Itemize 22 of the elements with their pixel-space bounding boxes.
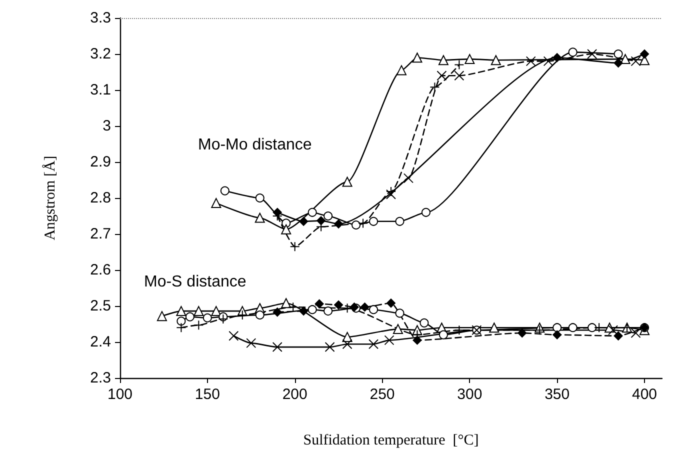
y-tick-label: 3 (102, 118, 111, 134)
y-tick-label: 3.1 (90, 82, 111, 98)
y-tick-label: 2.9 (90, 154, 111, 170)
x-tick-label: 150 (194, 386, 220, 403)
y-tick-label: 2.3 (90, 370, 111, 386)
x-tick-label: 200 (282, 386, 308, 403)
annotation: Mo-Mo distance (198, 136, 312, 154)
y-tick-label: 2.7 (90, 226, 111, 242)
y-tick-label: 2.6 (90, 262, 111, 278)
x-tick-label: 400 (632, 386, 658, 403)
y-axis-title: Angstrom [Å] (42, 156, 58, 240)
x-tick-label: 100 (107, 386, 133, 403)
y-tick-label: 2.8 (90, 190, 111, 206)
x-axis-title: Sulfidation temperature [°C] (303, 432, 479, 448)
annotation: Mo-S distance (144, 274, 246, 290)
y-tick-label: 2.5 (90, 298, 111, 314)
y-tick-label: 2.4 (90, 334, 111, 350)
y-tick-label: 3.2 (90, 46, 111, 62)
x-tick-label: 250 (370, 386, 395, 403)
x-tick-label: 300 (457, 386, 482, 403)
y-tick-label: 3.3 (90, 10, 111, 26)
x-tick-label: 350 (544, 386, 570, 403)
